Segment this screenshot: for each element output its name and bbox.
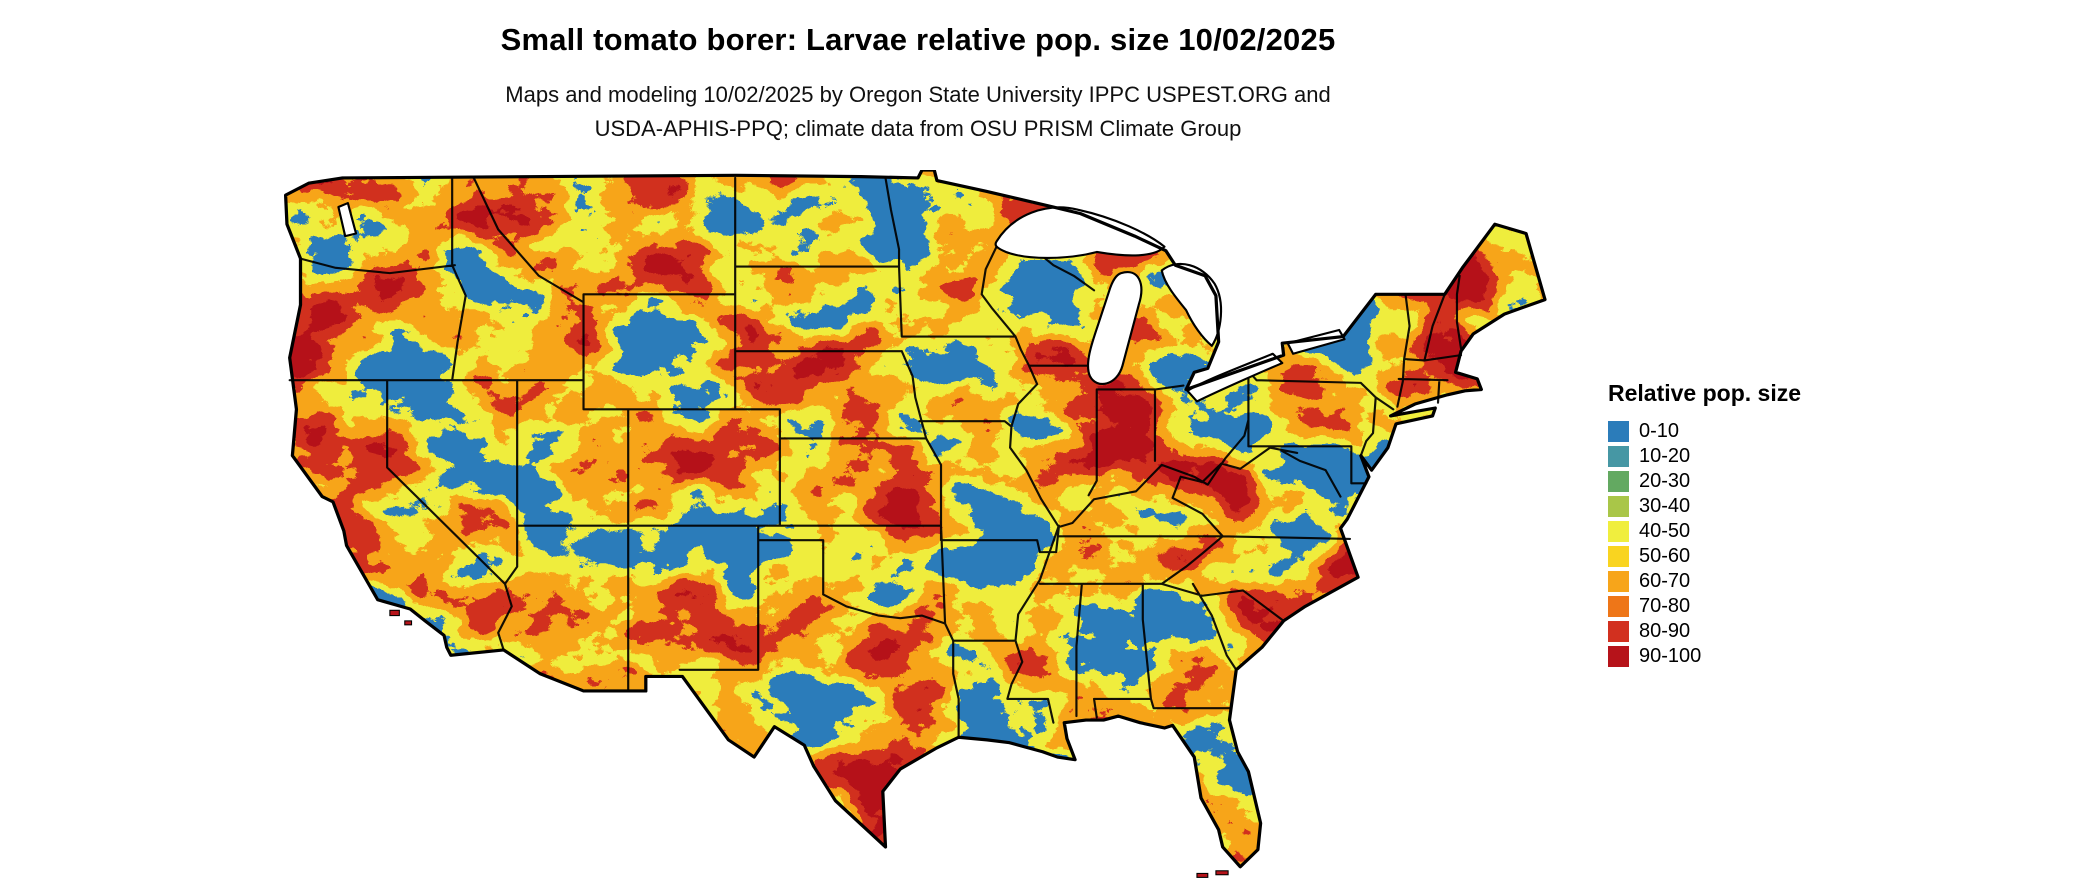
- legend-label: 50-60: [1639, 545, 1691, 567]
- offshore-islands: [389, 609, 1229, 878]
- legend-item: 30-40: [1608, 494, 1801, 519]
- population-raster: [285, 170, 1545, 867]
- legend-label: 0-10: [1639, 420, 1680, 442]
- us-outline: [283, 170, 1547, 869]
- us-population-map: [268, 170, 1568, 884]
- legend-title: Relative pop. size: [1608, 380, 1802, 406]
- legend-swatch: [1608, 421, 1629, 442]
- lake-superior: [994, 206, 1166, 259]
- us-map-svg: [283, 170, 1547, 878]
- florida-keys: [1215, 870, 1229, 876]
- legend-label: 90-100: [1639, 645, 1702, 667]
- legend-item: 40-50: [1608, 519, 1801, 544]
- legend-swatch: [1608, 496, 1629, 517]
- legend-swatch: [1608, 446, 1629, 467]
- map-subtitle-line2: USDA-APHIS-PPQ; climate data from OSU PR…: [594, 116, 1242, 141]
- legend-label: 40-50: [1639, 520, 1691, 542]
- channel-islands: [404, 620, 413, 626]
- legend-item: 80-90: [1608, 619, 1801, 644]
- lake-michigan: [1086, 271, 1143, 386]
- legend-label: 30-40: [1639, 495, 1691, 517]
- channel-islands: [389, 609, 400, 617]
- legend-swatch: [1608, 571, 1629, 592]
- legend-item: 60-70: [1608, 569, 1801, 594]
- legend-item: 70-80: [1608, 594, 1801, 619]
- legend-swatch: [1608, 471, 1629, 492]
- legend-item: 10-20: [1608, 444, 1801, 469]
- page-title: Small tomato borer: Larvae relative pop.…: [500, 22, 1336, 57]
- legend-swatch: [1608, 646, 1629, 667]
- map-subtitle: Maps and modeling 10/02/2025 by Oregon S…: [218, 78, 1618, 146]
- legend-swatch: [1608, 621, 1629, 642]
- legend-item: 20-30: [1608, 469, 1801, 494]
- puget-sound: [337, 201, 358, 238]
- florida-keys: [1196, 872, 1209, 878]
- lake-huron: [1160, 262, 1223, 347]
- legend-item: 90-100: [1608, 644, 1801, 669]
- legend-label: 10-20: [1639, 445, 1691, 467]
- legend-label: 70-80: [1639, 595, 1691, 617]
- great-lakes: [337, 201, 1346, 403]
- legend-swatch: [1608, 596, 1629, 617]
- legend-swatch: [1608, 521, 1629, 542]
- legend-label: 80-90: [1639, 620, 1691, 642]
- lake-ontario: [1286, 328, 1346, 355]
- legend-swatch: [1608, 546, 1629, 567]
- legend: Relative pop. size 0-10 10-20 20-30 30-4…: [1608, 380, 1801, 669]
- legend-item: 50-60: [1608, 544, 1801, 569]
- state-borders: [288, 176, 1463, 739]
- legend-item: 0-10: [1608, 419, 1801, 444]
- legend-label: 60-70: [1639, 570, 1691, 592]
- map-subtitle-line1: Maps and modeling 10/02/2025 by Oregon S…: [505, 82, 1331, 107]
- legend-label: 20-30: [1639, 470, 1691, 492]
- map-raster-layer: [285, 170, 1545, 867]
